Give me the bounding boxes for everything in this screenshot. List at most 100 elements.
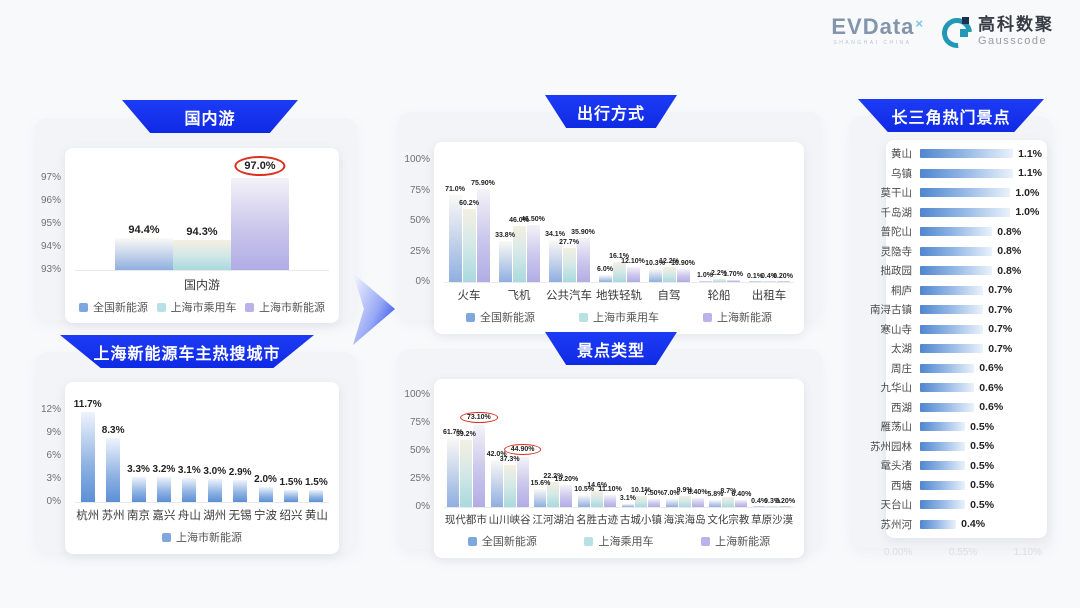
- legend-label: 全国新能源: [480, 312, 535, 324]
- legend-item[interactable]: 上海新能源: [703, 309, 772, 325]
- category-label: 公共汽车: [546, 290, 592, 302]
- legend-chip-icon: [245, 302, 254, 312]
- hotspot-row: 太湖 0.7%: [856, 339, 1042, 359]
- legend: 全国新能源 上海乘用车 上海新能源: [444, 533, 794, 552]
- legend-item[interactable]: 上海市乘用车: [156, 299, 237, 315]
- hotspot-row: 桐庐 0.7%: [856, 281, 1042, 301]
- bar: [578, 495, 591, 507]
- bar: [748, 281, 762, 282]
- hotspot-bar: [920, 441, 966, 451]
- bar-value-label: 0.4%: [751, 497, 768, 505]
- hotspot-value: 0.5%: [970, 498, 995, 511]
- legend-item[interactable]: 上海市新能源: [162, 529, 242, 545]
- bar-value-label: 11.10%: [598, 485, 622, 493]
- bar-value-label: 27.7%: [559, 239, 579, 247]
- category-label: 苏州: [101, 510, 125, 522]
- bar-group: 2.0%: [253, 398, 278, 502]
- category-label: 湖州: [203, 510, 227, 522]
- legend-item[interactable]: 全国新能源: [467, 533, 537, 549]
- hotspot-track: 0.8%: [920, 245, 1042, 257]
- evdata-logo-subtext: SHANGHAI CHINA: [833, 40, 912, 47]
- bar-group: 2.9%: [227, 398, 252, 502]
- y-axis-tick: 0%: [415, 276, 430, 287]
- bar-value-label: 0.20%: [773, 272, 793, 280]
- bar: [712, 279, 726, 282]
- bar-value-label: 1.70%: [723, 270, 743, 278]
- plot-card: 61.7% 59.2% 73.10% 42.0% 37.3% 44.90% 15.6% 22.…: [434, 379, 804, 558]
- bar: [156, 477, 171, 502]
- bar-value-label: 2.0%: [254, 473, 277, 485]
- bar: [115, 237, 173, 270]
- y-axis-tick: 95%: [40, 217, 61, 229]
- bar-value-label-circled: 44.90%: [503, 443, 542, 455]
- gausscode-logo-en: Gausscode: [978, 34, 1048, 47]
- bar: [676, 268, 690, 282]
- bar-value-label: 46.50%: [521, 216, 545, 224]
- legend-item[interactable]: 上海乘用车: [584, 533, 653, 549]
- hotspot-bar: [920, 168, 1014, 178]
- attraction-type-chart: 0% 25% 50% 75% 100% 61.7% 59.2% 73.10% 42.0% 37.…: [398, 349, 822, 558]
- bar-value-label: 6.0%: [597, 265, 613, 273]
- plot-card: [886, 140, 1047, 538]
- bar: [173, 240, 231, 270]
- hotspot-bar: [920, 227, 993, 237]
- legend-label: 全国新能源: [93, 302, 148, 314]
- bar-group: 5.8% 8.7% 6.40%: [707, 389, 751, 507]
- bar: [691, 497, 704, 507]
- y-axis-tick: 94%: [40, 240, 61, 252]
- bar-group: 3.2%: [151, 398, 176, 502]
- hotspot-row: 九华山 0.6%: [856, 378, 1042, 398]
- legend-item[interactable]: 全国新能源: [79, 299, 148, 315]
- bar: [207, 478, 222, 502]
- category-label: 嘉兴: [152, 510, 176, 522]
- legend-item[interactable]: 上海新能源: [701, 533, 770, 549]
- hotspot-bar: [920, 285, 984, 295]
- plot-card: 11.7% 8.3% 3.3% 3.2% 3.1% 3.0% 2.9% 2.0% 1.5% 1.5…: [65, 382, 339, 554]
- y-axis-tick: 75%: [409, 416, 430, 428]
- hotspot-name: 苏州河: [880, 518, 913, 531]
- bar: [131, 476, 146, 502]
- banner-hot-attractions: 长三角热门景点: [858, 99, 1044, 132]
- y-axis: 93% 94% 95% 96% 97%: [35, 148, 65, 275]
- category-label: 杭州: [76, 510, 100, 522]
- bar: [576, 238, 590, 282]
- bar-group: 3.1% 10.1% 7.50%: [619, 389, 664, 507]
- hotspot-name: 莫干山: [880, 187, 913, 200]
- bar-group: 1.0% 2.2% 1.70%: [694, 154, 744, 282]
- hotspot-track: 0.7%: [920, 284, 1042, 296]
- hotspot-value: 1.0%: [1015, 206, 1040, 219]
- bar: [776, 281, 790, 282]
- legend-item[interactable]: 全国新能源: [466, 309, 535, 325]
- bar-value-label: 1.5%: [304, 477, 328, 489]
- hotspot-row: 普陀山 0.8%: [856, 222, 1042, 242]
- bar-value-label-circled: 97.0%: [234, 155, 286, 176]
- hotspot-value: 0.7%: [988, 323, 1013, 336]
- hotspot-track: 1.1%: [920, 148, 1042, 160]
- bar: [604, 494, 617, 507]
- hotspot-track: 0.7%: [920, 343, 1042, 355]
- category-label: 无锡: [228, 510, 252, 522]
- hotspot-value: 0.7%: [988, 303, 1013, 316]
- legend-item[interactable]: 上海市新能源: [245, 299, 325, 315]
- hotspot-value: 0.8%: [997, 264, 1022, 277]
- category-label: 现代都市: [444, 514, 487, 526]
- legend-label: 上海市新能源: [259, 302, 325, 314]
- hotspot-value: 0.4%: [961, 518, 986, 531]
- bar: [476, 189, 490, 282]
- bar-group: 1.5%: [278, 398, 303, 502]
- banner-travel-mode: 出行方式: [545, 95, 677, 128]
- y-axis-tick: 50%: [409, 444, 430, 456]
- hotspot-bar: [920, 519, 957, 529]
- bar-value-label: 8.3%: [101, 425, 125, 437]
- plot-card: 71.0% 60.2% 75.90% 33.8% 46.0% 46.50% 34.1% 27.…: [434, 142, 804, 334]
- category-label: 地铁轻轨: [596, 290, 642, 302]
- hot-attractions-chart: 黄山 1.1% 乌镇 1.1% 莫干山 1.0% 千岛湖 1.0% 普陀山 0.8% 灵隐寺 0.8%…: [850, 116, 1052, 534]
- hotspot-bar: [920, 305, 984, 315]
- hotspot-track: 0.5%: [920, 479, 1042, 491]
- hotspot-value: 0.5%: [970, 420, 995, 433]
- hotspot-track: 0.4%: [920, 518, 1042, 530]
- legend-item[interactable]: 上海市乘用车: [579, 309, 659, 325]
- hotspot-name: 寒山寺: [880, 323, 913, 336]
- hotspot-row: 西塘 0.5%: [856, 476, 1042, 496]
- hotspot-bar: [920, 188, 1011, 198]
